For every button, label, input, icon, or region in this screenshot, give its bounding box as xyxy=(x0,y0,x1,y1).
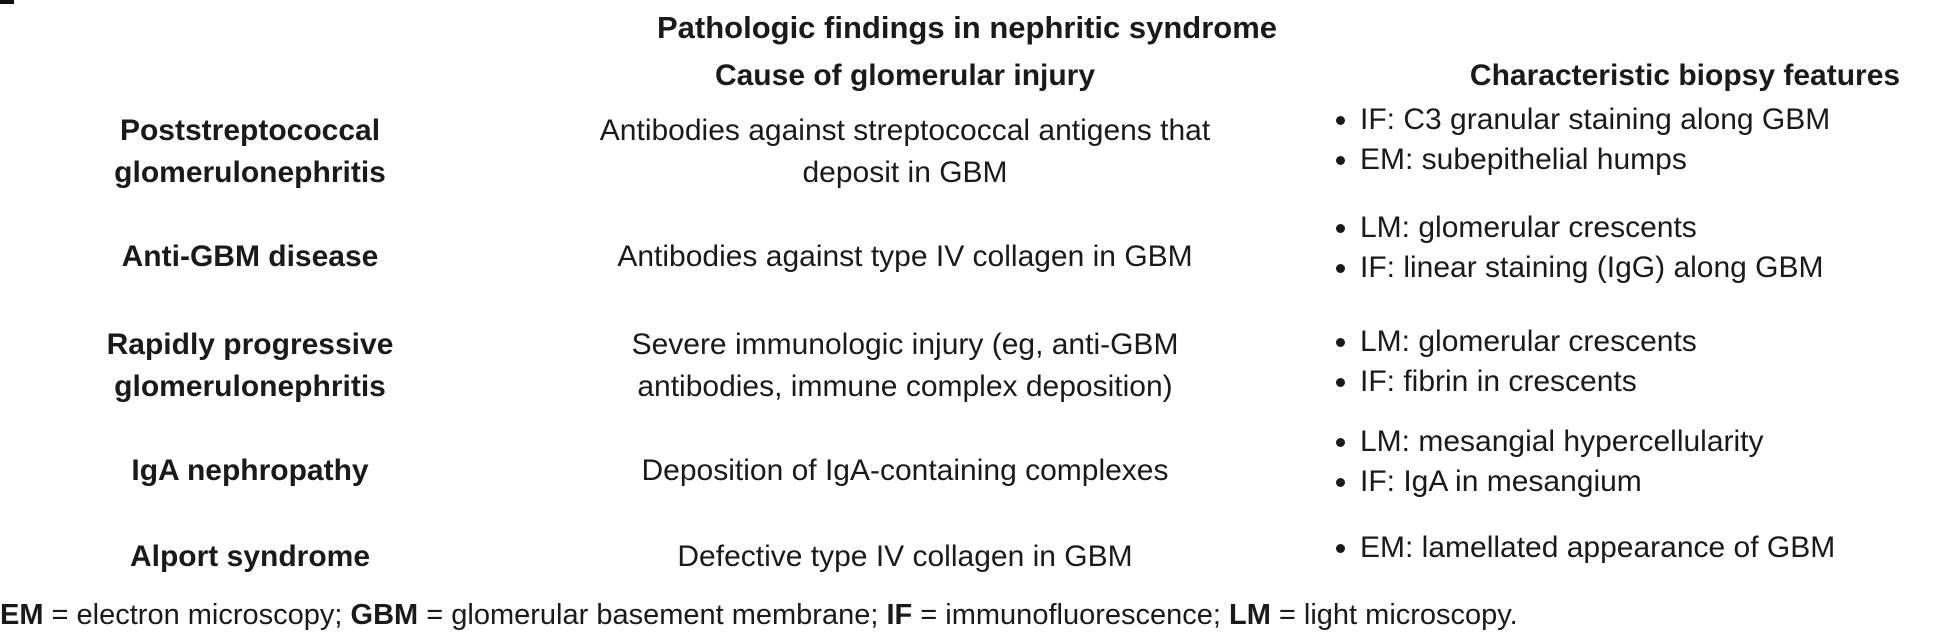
disease-name: IgA nephropathy xyxy=(131,454,369,487)
feature-list: LM: mesangial hypercellularity IF: IgA i… xyxy=(1330,422,1930,502)
table-title: Pathologic findings in nephritic syndrom… xyxy=(656,10,1278,45)
disease-name: Anti-GBM disease xyxy=(121,240,379,273)
list-item: IF: C3 granular staining along GBM xyxy=(1330,100,1930,140)
list-item: LM: glomerular crescents xyxy=(1330,208,1930,248)
corner-mark xyxy=(0,0,14,4)
cause-text: Antibodies against streptococcal antigen… xyxy=(599,114,1211,189)
disease-name: Poststreptococcal glomerulonephritis xyxy=(114,114,386,189)
abbr-term: GBM xyxy=(350,599,419,631)
column-header-cause: Cause of glomerular injury xyxy=(714,59,1096,92)
feature-list: LM: glomerular crescents IF: linear stai… xyxy=(1330,208,1930,288)
bullet-icon xyxy=(1336,378,1345,387)
bullet-icon xyxy=(1336,156,1345,165)
list-item: LM: glomerular crescents xyxy=(1330,322,1930,362)
abbr-definition: = electron microscopy; xyxy=(43,599,351,631)
bullet-icon xyxy=(1336,264,1345,273)
cause-text: Deposition of IgA-containing complexes xyxy=(641,454,1169,487)
abbr-term: LM xyxy=(1228,599,1271,631)
bullet-icon xyxy=(1336,438,1345,447)
bullet-icon xyxy=(1336,478,1345,487)
abbr-definition: = glomerular basement membrane; xyxy=(418,599,887,631)
abbr-definition: = immunofluorescence; xyxy=(912,599,1229,631)
abbreviation-footnote: EM = electron microscopy; GBM = glomerul… xyxy=(0,596,1518,634)
feature-list: IF: C3 granular staining along GBM EM: s… xyxy=(1330,100,1930,180)
cause-text: Defective type IV collagen in GBM xyxy=(677,540,1133,573)
feature-list: EM: lamellated appearance of GBM xyxy=(1330,528,1930,568)
bullet-icon xyxy=(1336,544,1345,553)
bullet-icon xyxy=(1336,338,1345,347)
list-item: LM: mesangial hypercellularity xyxy=(1330,422,1930,462)
abbr-term: EM xyxy=(0,599,44,631)
list-item: IF: linear staining (IgG) along GBM xyxy=(1330,248,1930,288)
cause-text: Severe immunologic injury (eg, anti-GBM … xyxy=(631,328,1179,403)
list-item: IF: IgA in mesangium xyxy=(1330,462,1930,502)
bullet-icon xyxy=(1336,116,1345,125)
abbr-definition: = light microscopy. xyxy=(1270,599,1518,631)
cause-text: Antibodies against type IV collagen in G… xyxy=(617,240,1193,273)
bullet-icon xyxy=(1336,224,1345,233)
disease-name: Alport syndrome xyxy=(129,540,371,573)
list-item: EM: lamellated appearance of GBM xyxy=(1330,528,1930,568)
list-item: EM: subepithelial humps xyxy=(1330,140,1930,180)
list-item: IF: fibrin in crescents xyxy=(1330,362,1930,402)
abbr-term: IF xyxy=(886,599,913,631)
column-header-features: Characteristic biopsy features xyxy=(1469,59,1901,92)
disease-name: Rapidly progressive glomerulonephritis xyxy=(106,328,394,403)
feature-list: LM: glomerular crescents IF: fibrin in c… xyxy=(1330,322,1930,402)
